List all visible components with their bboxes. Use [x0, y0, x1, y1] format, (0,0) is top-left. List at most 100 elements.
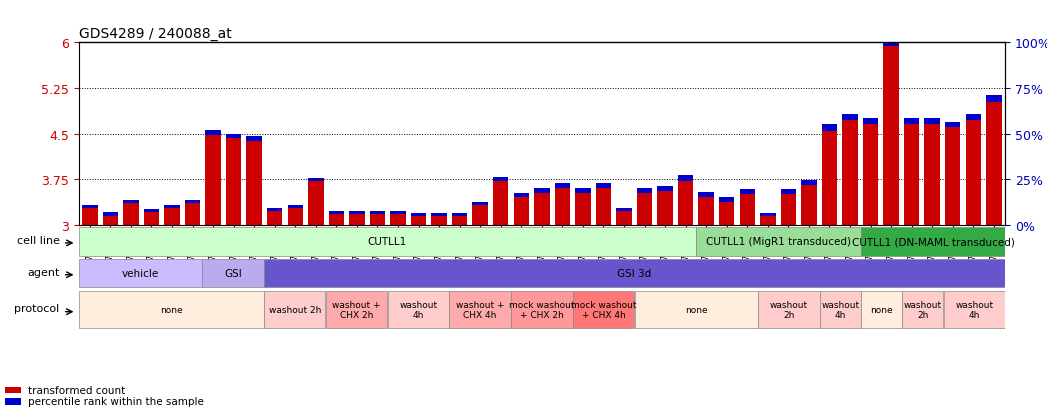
Bar: [124, 201, 138, 204]
Bar: [534, 189, 550, 194]
Text: transformed count: transformed count: [28, 385, 126, 395]
Bar: [801, 186, 817, 225]
Bar: [862, 228, 1005, 256]
Bar: [884, 46, 898, 225]
Bar: [719, 202, 734, 225]
Bar: [575, 194, 591, 225]
Bar: [719, 198, 734, 202]
Bar: [678, 176, 693, 181]
Bar: [493, 181, 509, 225]
Bar: [781, 190, 796, 195]
Bar: [739, 190, 755, 195]
Bar: [820, 292, 861, 328]
Bar: [185, 201, 200, 204]
Bar: [904, 119, 919, 125]
Text: washout +
CHX 4h: washout + CHX 4h: [455, 300, 505, 320]
Bar: [246, 142, 262, 225]
Bar: [943, 292, 1005, 328]
Bar: [431, 214, 447, 216]
Text: mock washout
+ CHX 4h: mock washout + CHX 4h: [571, 300, 637, 320]
Bar: [986, 103, 1002, 225]
Bar: [4, 387, 21, 393]
Bar: [267, 212, 283, 225]
Bar: [637, 194, 652, 225]
Bar: [965, 115, 981, 121]
Bar: [391, 212, 405, 214]
Bar: [452, 214, 467, 216]
Text: washout
4h: washout 4h: [821, 300, 860, 320]
Bar: [82, 205, 97, 208]
Bar: [370, 214, 385, 225]
Bar: [801, 180, 817, 186]
Bar: [329, 214, 344, 225]
Bar: [758, 292, 820, 328]
Bar: [226, 134, 242, 139]
Bar: [308, 181, 324, 225]
Bar: [350, 212, 364, 214]
Text: CUTLL1 (MigR1 transduced): CUTLL1 (MigR1 transduced): [706, 237, 851, 247]
Bar: [965, 121, 981, 225]
Bar: [822, 125, 838, 131]
Bar: [863, 119, 878, 125]
Text: percentile rank within the sample: percentile rank within the sample: [28, 396, 204, 406]
Text: cell line: cell line: [17, 235, 60, 245]
Bar: [945, 128, 960, 225]
Bar: [431, 216, 447, 225]
Bar: [185, 204, 200, 225]
Bar: [760, 214, 776, 216]
Bar: [925, 125, 940, 225]
Text: washout
2h: washout 2h: [904, 300, 942, 320]
Bar: [555, 189, 570, 225]
Bar: [124, 204, 138, 225]
Bar: [82, 208, 97, 225]
Bar: [514, 198, 529, 225]
Bar: [658, 186, 673, 192]
Bar: [387, 292, 449, 328]
Text: CUTLL1 (DN-MAML transduced): CUTLL1 (DN-MAML transduced): [851, 237, 1015, 247]
Text: agent: agent: [27, 267, 60, 277]
Bar: [202, 259, 264, 288]
Bar: [573, 292, 634, 328]
Text: washout +
CHX 2h: washout + CHX 2h: [332, 300, 381, 320]
Bar: [205, 131, 221, 135]
Bar: [103, 216, 118, 225]
Bar: [410, 214, 426, 216]
Text: washout 2h: washout 2h: [268, 306, 321, 314]
Bar: [596, 183, 611, 189]
Text: washout
4h: washout 4h: [399, 300, 438, 320]
Bar: [781, 195, 796, 225]
Bar: [945, 123, 960, 128]
Bar: [637, 189, 652, 194]
Bar: [103, 213, 118, 216]
Bar: [164, 208, 180, 225]
Bar: [267, 209, 283, 212]
Bar: [205, 135, 221, 225]
Text: CUTLL1: CUTLL1: [367, 237, 407, 247]
Bar: [370, 212, 385, 214]
Bar: [575, 189, 591, 194]
Bar: [288, 205, 303, 208]
Bar: [925, 119, 940, 125]
Bar: [698, 193, 714, 198]
Bar: [326, 292, 387, 328]
Bar: [264, 292, 326, 328]
Bar: [449, 292, 511, 328]
Bar: [452, 216, 467, 225]
Bar: [410, 216, 426, 225]
Bar: [79, 292, 264, 328]
Bar: [4, 399, 21, 405]
Bar: [696, 228, 861, 256]
Bar: [617, 212, 631, 225]
Text: washout
4h: washout 4h: [955, 300, 994, 320]
Bar: [760, 216, 776, 225]
Bar: [842, 115, 857, 121]
Bar: [903, 292, 943, 328]
Bar: [596, 189, 611, 225]
Bar: [514, 194, 529, 198]
Bar: [472, 206, 488, 225]
Bar: [493, 178, 509, 181]
Text: GSI 3d: GSI 3d: [618, 268, 651, 279]
Bar: [226, 139, 242, 225]
Bar: [904, 125, 919, 225]
Bar: [164, 205, 180, 208]
